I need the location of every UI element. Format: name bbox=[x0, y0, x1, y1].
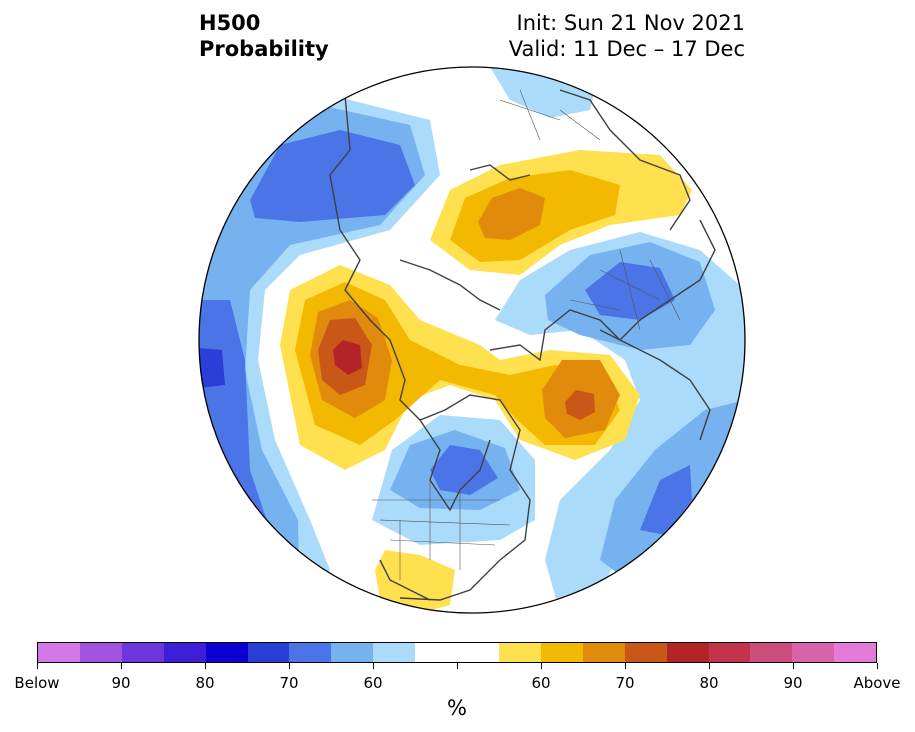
colorbar-tick-mark bbox=[288, 663, 290, 669]
colorbar-tick-label: 60 bbox=[363, 674, 383, 692]
colorbar-swatch bbox=[79, 643, 122, 662]
valid-range: Valid: 11 Dec – 17 Dec bbox=[508, 37, 745, 61]
colorbar-swatch bbox=[624, 643, 667, 662]
title-line-1: H500 bbox=[199, 11, 261, 35]
colorbar-tick-mark bbox=[708, 663, 710, 669]
probability-field bbox=[199, 67, 745, 613]
colorbar-swatch bbox=[205, 643, 248, 662]
below-region-west-80 bbox=[199, 348, 225, 388]
colorbar-tick-label: 90 bbox=[783, 674, 803, 692]
colorbar-tick-mark bbox=[204, 663, 206, 669]
colorbar-tick-label: Below bbox=[14, 674, 60, 692]
colorbar-swatch bbox=[247, 643, 290, 662]
colorbar-tick-label: Above bbox=[853, 674, 901, 692]
colorbar-swatch bbox=[666, 643, 709, 662]
coastlines bbox=[329, 89, 716, 601]
colorbar-swatch bbox=[498, 643, 541, 662]
colorbar-swatch bbox=[750, 643, 793, 662]
borders bbox=[372, 89, 681, 580]
above-region-mexico bbox=[375, 550, 455, 613]
chart-title: H500 Probability bbox=[199, 10, 329, 62]
colorbar-tick-mark bbox=[36, 663, 38, 669]
colorbar-swatch bbox=[331, 643, 374, 662]
below-region-west-60 bbox=[199, 105, 425, 613]
colorbar-swatch bbox=[708, 643, 751, 662]
below-region-atlantic-70 bbox=[640, 465, 692, 535]
colorbar-tick-label: 80 bbox=[195, 674, 215, 692]
colorbar-tick-mark bbox=[876, 663, 878, 669]
colorbar-swatch bbox=[792, 643, 835, 662]
colorbar-tick-label: 70 bbox=[279, 674, 299, 692]
above-region-pacific-90 bbox=[333, 340, 362, 375]
colorbar-unit: % bbox=[447, 696, 467, 720]
globe-outline bbox=[198, 66, 746, 614]
colorbar bbox=[37, 642, 877, 663]
colorbar-swatch bbox=[540, 643, 583, 662]
colorbar-swatch bbox=[582, 643, 625, 662]
colorbar-swatch bbox=[415, 643, 458, 662]
chart-subtitle: Init: Sun 21 Nov 2021 Valid: 11 Dec – 17… bbox=[509, 10, 745, 62]
colorbar-swatch bbox=[38, 643, 80, 662]
title-line-2: Probability bbox=[199, 37, 329, 61]
init-date: Init: Sun 21 Nov 2021 bbox=[516, 11, 745, 35]
colorbar-tick-label: 70 bbox=[615, 674, 635, 692]
colorbar-tick-label: 60 bbox=[531, 674, 551, 692]
colorbar-tick-mark bbox=[120, 663, 122, 669]
polar-map bbox=[198, 66, 746, 614]
colorbar-tick-mark bbox=[372, 663, 374, 669]
colorbar-swatch bbox=[289, 643, 332, 662]
colorbar-tick-mark bbox=[456, 663, 458, 669]
colorbar-tick-mark bbox=[624, 663, 626, 669]
colorbar-tick-label: 90 bbox=[111, 674, 131, 692]
colorbar-swatch bbox=[373, 643, 416, 662]
below-region-west-70 bbox=[250, 130, 415, 222]
above-region-atlantic-80 bbox=[565, 390, 595, 420]
colorbar-swatch bbox=[163, 643, 206, 662]
colorbar-swatch bbox=[457, 643, 499, 662]
above-region-siberia-70 bbox=[478, 188, 545, 240]
colorbar-tick-label: 80 bbox=[699, 674, 719, 692]
colorbar-tick-mark bbox=[792, 663, 794, 669]
colorbar-swatch bbox=[834, 643, 877, 662]
colorbar-tick-mark bbox=[540, 663, 542, 669]
below-region-america-70 bbox=[430, 445, 498, 495]
colorbar-swatch bbox=[121, 643, 164, 662]
